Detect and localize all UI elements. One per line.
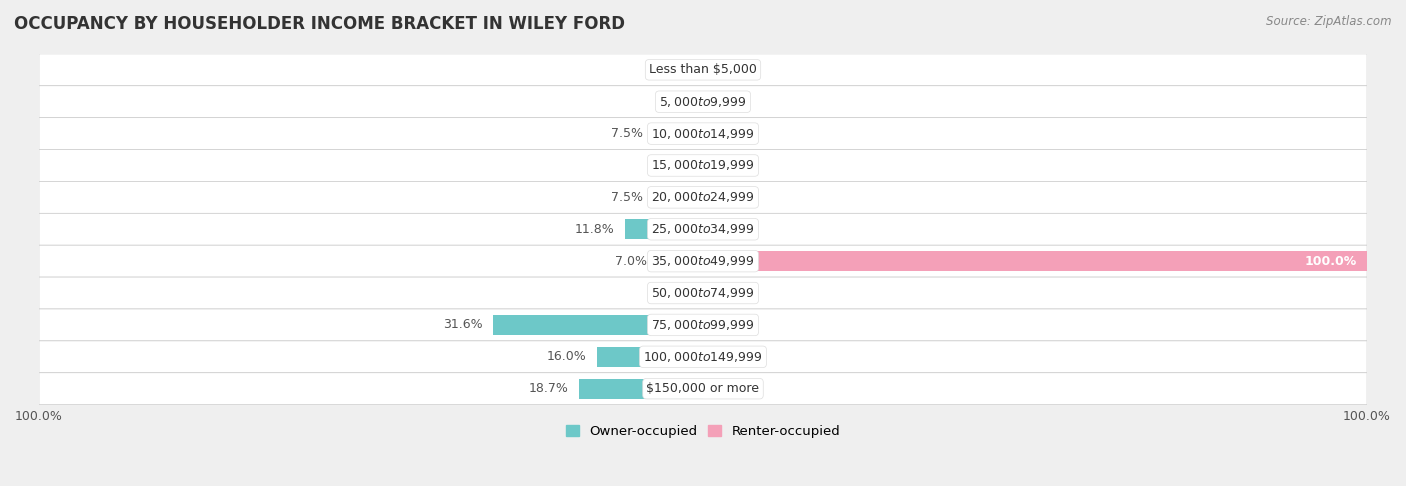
Text: Less than $5,000: Less than $5,000 xyxy=(650,63,756,76)
Text: 7.5%: 7.5% xyxy=(612,127,643,140)
Bar xyxy=(494,315,703,335)
Text: 0.0%: 0.0% xyxy=(716,382,748,395)
Text: 0.0%: 0.0% xyxy=(716,159,748,172)
FancyBboxPatch shape xyxy=(39,86,1367,118)
Text: $25,000 to $34,999: $25,000 to $34,999 xyxy=(651,222,755,236)
Text: 0.0%: 0.0% xyxy=(716,127,748,140)
FancyBboxPatch shape xyxy=(39,277,1367,309)
Text: $50,000 to $74,999: $50,000 to $74,999 xyxy=(651,286,755,300)
Text: 0.0%: 0.0% xyxy=(716,350,748,364)
Bar xyxy=(654,188,703,207)
Bar xyxy=(654,124,703,143)
Text: 0.0%: 0.0% xyxy=(716,318,748,331)
Bar xyxy=(703,251,1367,271)
Text: OCCUPANCY BY HOUSEHOLDER INCOME BRACKET IN WILEY FORD: OCCUPANCY BY HOUSEHOLDER INCOME BRACKET … xyxy=(14,15,626,33)
FancyBboxPatch shape xyxy=(39,245,1367,277)
Text: 7.5%: 7.5% xyxy=(612,191,643,204)
Text: 11.8%: 11.8% xyxy=(575,223,614,236)
Text: 0.0%: 0.0% xyxy=(716,223,748,236)
Text: 0.0%: 0.0% xyxy=(716,95,748,108)
Text: $35,000 to $49,999: $35,000 to $49,999 xyxy=(651,254,755,268)
Text: $100,000 to $149,999: $100,000 to $149,999 xyxy=(644,350,762,364)
Legend: Owner-occupied, Renter-occupied: Owner-occupied, Renter-occupied xyxy=(560,420,846,444)
FancyBboxPatch shape xyxy=(39,309,1367,341)
Text: 0.0%: 0.0% xyxy=(716,191,748,204)
Text: 0.0%: 0.0% xyxy=(716,287,748,299)
FancyBboxPatch shape xyxy=(39,213,1367,245)
Text: $15,000 to $19,999: $15,000 to $19,999 xyxy=(651,158,755,173)
Text: $20,000 to $24,999: $20,000 to $24,999 xyxy=(651,191,755,205)
Text: Source: ZipAtlas.com: Source: ZipAtlas.com xyxy=(1267,15,1392,28)
Bar xyxy=(657,251,703,271)
Text: $150,000 or more: $150,000 or more xyxy=(647,382,759,395)
Bar xyxy=(624,219,703,239)
FancyBboxPatch shape xyxy=(39,341,1367,373)
Bar xyxy=(596,347,703,367)
Text: 16.0%: 16.0% xyxy=(547,350,586,364)
Text: $10,000 to $14,999: $10,000 to $14,999 xyxy=(651,126,755,140)
Text: 0.0%: 0.0% xyxy=(658,63,690,76)
FancyBboxPatch shape xyxy=(39,373,1367,405)
Text: 0.0%: 0.0% xyxy=(658,95,690,108)
Text: 0.0%: 0.0% xyxy=(658,159,690,172)
Text: 18.7%: 18.7% xyxy=(529,382,569,395)
Text: 31.6%: 31.6% xyxy=(443,318,484,331)
Text: $5,000 to $9,999: $5,000 to $9,999 xyxy=(659,95,747,109)
FancyBboxPatch shape xyxy=(39,181,1367,213)
Text: $75,000 to $99,999: $75,000 to $99,999 xyxy=(651,318,755,332)
Text: 0.0%: 0.0% xyxy=(716,63,748,76)
Text: 7.0%: 7.0% xyxy=(614,255,647,268)
Text: 0.0%: 0.0% xyxy=(658,287,690,299)
Text: 100.0%: 100.0% xyxy=(1305,255,1357,268)
FancyBboxPatch shape xyxy=(39,54,1367,86)
Bar xyxy=(579,379,703,399)
FancyBboxPatch shape xyxy=(39,118,1367,150)
FancyBboxPatch shape xyxy=(39,150,1367,181)
